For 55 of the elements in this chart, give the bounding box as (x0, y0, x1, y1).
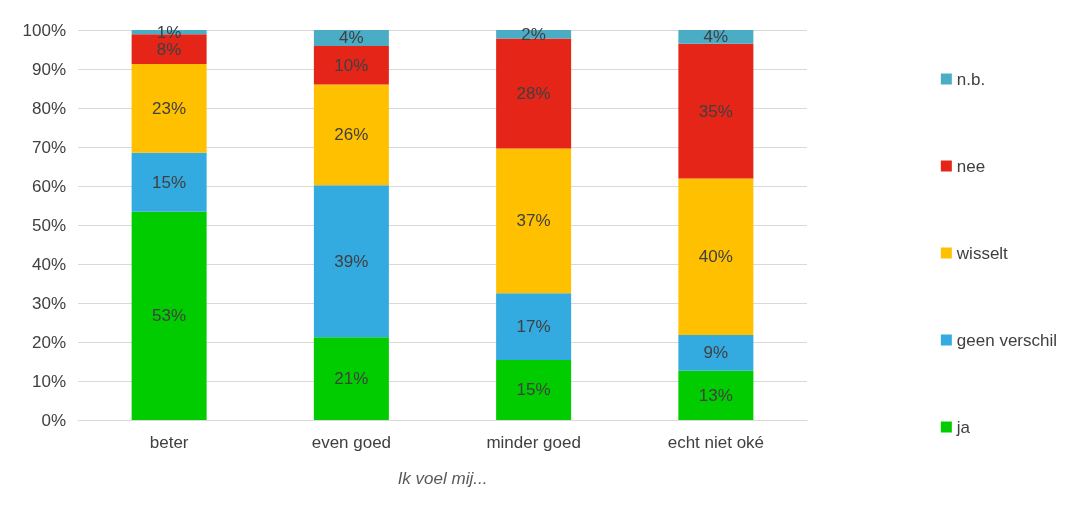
x-tick-label: even goed (311, 433, 392, 452)
x-tick-label: minder goed (486, 433, 581, 452)
data-label: 35% (698, 101, 733, 121)
data-label: 1% (156, 22, 182, 42)
y-tick-label: 90% (31, 59, 66, 79)
data-label: 23% (152, 98, 187, 118)
bar (131, 152, 207, 212)
legend-label: geen verschil (956, 330, 1058, 350)
y-tick-label: 50% (31, 215, 66, 235)
data-label: 40% (698, 247, 733, 267)
data-label: 15% (152, 172, 187, 192)
legend-label: nee (956, 156, 986, 176)
bar (313, 185, 389, 338)
data-label: 21% (334, 369, 369, 389)
bar (496, 359, 572, 420)
y-tick-label: 100% (22, 20, 66, 40)
data-label: 4% (703, 27, 729, 47)
data-label: 10% (334, 55, 369, 75)
y-tick-label: 80% (31, 98, 66, 118)
bar (131, 211, 207, 420)
data-label: 26% (334, 125, 369, 145)
x-tick-label: echt niet oké (667, 433, 765, 452)
y-tick-label: 40% (31, 254, 66, 274)
bar (496, 148, 572, 294)
data-label: 9% (703, 343, 729, 363)
data-label: 53% (152, 306, 187, 326)
bar (313, 84, 389, 186)
bar (313, 45, 389, 85)
data-label: 8% (156, 39, 182, 59)
bar (678, 334, 754, 371)
data-label: 28% (516, 84, 551, 104)
data-label: 39% (334, 251, 369, 271)
bar (678, 43, 754, 179)
bar (131, 63, 207, 153)
y-tick-label: 30% (31, 293, 66, 313)
y-tick-label: 60% (31, 176, 66, 196)
data-label: 4% (339, 28, 364, 48)
bar (313, 337, 389, 420)
data-label: 17% (516, 317, 551, 337)
y-tick-label: 20% (31, 332, 66, 352)
bar (496, 38, 572, 149)
y-tick-label: 70% (31, 137, 66, 157)
bar (678, 178, 754, 335)
x-tick-label: beter (149, 433, 189, 452)
bar (496, 293, 572, 360)
legend-label: n.b. (956, 69, 986, 89)
y-tick-label: 10% (31, 371, 66, 391)
legend-label: wisselt (955, 243, 1009, 263)
y-tick-label: 0% (41, 410, 66, 430)
data-label: 37% (516, 211, 551, 231)
bar (678, 370, 754, 420)
data-label: 15% (516, 380, 551, 400)
x-axis-title: Ik voel mij... (397, 469, 488, 488)
legend-label: ja (955, 417, 971, 437)
data-label: 13% (698, 385, 733, 405)
